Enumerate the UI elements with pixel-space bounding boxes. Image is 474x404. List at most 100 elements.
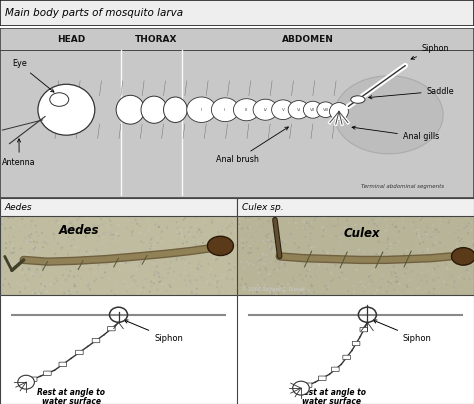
Point xyxy=(151,278,158,284)
Text: Antenna: Antenna xyxy=(2,139,36,167)
Point xyxy=(296,272,304,278)
Point xyxy=(326,233,334,239)
Point xyxy=(180,225,188,231)
Point xyxy=(460,240,467,246)
Point xyxy=(186,251,193,257)
Point xyxy=(303,292,311,298)
Point xyxy=(422,229,429,236)
Point xyxy=(159,281,166,287)
Point xyxy=(406,277,414,283)
Point xyxy=(425,289,432,296)
Point xyxy=(41,283,49,290)
Point xyxy=(274,281,282,287)
Point xyxy=(303,220,310,226)
Point xyxy=(256,265,264,271)
Point xyxy=(42,281,49,287)
Point xyxy=(333,248,340,255)
Point xyxy=(258,223,266,229)
Text: I: I xyxy=(201,108,202,112)
Point xyxy=(195,226,203,233)
Point xyxy=(221,248,228,255)
Point xyxy=(385,234,392,241)
Point xyxy=(415,232,423,239)
Point xyxy=(426,290,434,297)
Point xyxy=(392,224,400,230)
Point xyxy=(50,234,58,240)
Point xyxy=(150,244,158,251)
Point xyxy=(200,232,208,238)
Point xyxy=(324,266,331,273)
Point xyxy=(382,217,390,223)
Point xyxy=(71,271,79,278)
Point xyxy=(119,281,127,287)
Point xyxy=(264,222,272,229)
Point xyxy=(134,221,141,227)
Circle shape xyxy=(18,375,35,389)
Point xyxy=(226,214,234,221)
Point xyxy=(256,257,264,264)
Point xyxy=(195,220,202,227)
Point xyxy=(300,261,308,267)
Point xyxy=(6,284,14,290)
Point xyxy=(213,284,221,290)
Point xyxy=(246,217,253,223)
FancyBboxPatch shape xyxy=(44,371,51,375)
Point xyxy=(180,254,187,261)
Point xyxy=(186,260,193,266)
Point xyxy=(423,251,430,257)
Point xyxy=(372,251,379,258)
Point xyxy=(414,230,422,237)
Point xyxy=(181,215,188,221)
Point xyxy=(450,280,458,286)
Point xyxy=(336,274,343,281)
Point xyxy=(113,288,121,295)
Point xyxy=(103,229,110,236)
Point xyxy=(100,259,107,266)
Point xyxy=(366,228,374,235)
Point xyxy=(177,272,184,278)
Point xyxy=(34,266,41,273)
Point xyxy=(112,245,119,251)
Point xyxy=(1,276,9,282)
Point xyxy=(468,279,474,285)
Point xyxy=(136,287,144,293)
Point xyxy=(48,220,55,226)
Point xyxy=(7,259,14,266)
Point xyxy=(453,240,460,246)
Point xyxy=(30,247,38,253)
Point xyxy=(123,288,131,295)
Point xyxy=(113,213,121,219)
Point xyxy=(89,233,97,239)
Point xyxy=(35,258,43,265)
Point xyxy=(140,284,147,291)
Point xyxy=(246,224,254,230)
Point xyxy=(315,261,323,268)
Point xyxy=(418,215,425,221)
Point xyxy=(306,227,313,234)
Point xyxy=(76,261,84,267)
Point xyxy=(214,256,221,262)
Point xyxy=(454,249,462,256)
Point xyxy=(413,230,420,237)
Point xyxy=(16,289,24,295)
Point xyxy=(162,288,170,294)
Point xyxy=(191,234,199,240)
Point xyxy=(347,268,355,274)
Point xyxy=(178,232,186,239)
Point xyxy=(212,255,219,261)
Point xyxy=(151,269,158,276)
Point xyxy=(296,253,304,260)
Point xyxy=(339,266,347,273)
Point xyxy=(58,244,66,251)
Point xyxy=(430,243,438,249)
Point xyxy=(181,264,189,271)
Point xyxy=(260,261,268,267)
Point xyxy=(95,254,103,260)
Point xyxy=(457,236,465,242)
Point xyxy=(66,220,73,226)
Point xyxy=(383,250,390,257)
Point xyxy=(82,282,90,289)
Point xyxy=(274,286,282,292)
Point xyxy=(0,215,6,221)
Point xyxy=(154,286,161,293)
